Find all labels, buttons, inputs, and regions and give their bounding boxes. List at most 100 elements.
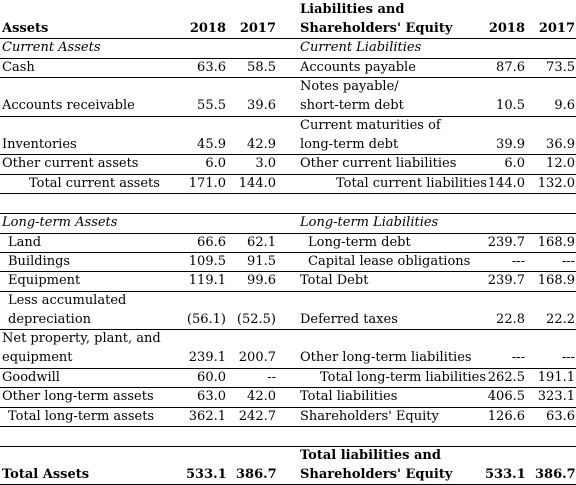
rule [0, 252, 576, 253]
rule [0, 77, 576, 78]
total-current-assets-2017: 144.0 [238, 176, 276, 191]
net-ppe-label-line2: equipment [2, 350, 73, 365]
inventories-2017: 42.9 [247, 137, 276, 152]
depreciation-2018: (56.1) [186, 312, 226, 327]
rule [0, 233, 576, 234]
total-current-liabilities-2017: 132.0 [537, 176, 575, 191]
total-long-term-liabilities-2018: 262.5 [487, 370, 525, 385]
total-long-term-liabilities-label: Total long-term liabilities [320, 370, 487, 385]
buildings-2018: 109.5 [188, 254, 226, 269]
equipment-2017: 99.6 [247, 273, 276, 288]
depreciation-label: depreciation [8, 312, 92, 327]
buildings-2017: 91.5 [247, 254, 276, 269]
other-current-assets-2018: 6.0 [205, 156, 226, 171]
capital-lease-2017: --- [561, 254, 575, 269]
current-liabilities-section-label: Current Liabilities [300, 40, 422, 55]
total-long-term-liabilities-2017: 191.1 [537, 370, 575, 385]
total-current-assets-2018: 171.0 [188, 176, 226, 191]
other-current-assets-label: Other current assets [2, 156, 139, 171]
accounts-payable-2017: 73.5 [546, 60, 575, 75]
assets-2018-header: 2018 [189, 21, 226, 36]
total-current-assets-label: Total current assets [29, 176, 160, 191]
total-liabilities-2017: 323.1 [537, 389, 575, 404]
equipment-label: Equipment [8, 273, 81, 288]
capital-lease-2018: --- [511, 254, 525, 269]
notes-payable-2018: 10.5 [496, 98, 525, 113]
notes-payable-label-line1: Notes payable/ [300, 79, 399, 94]
total-debt-2018: 239.7 [487, 273, 525, 288]
depreciation-2017: (52.5) [236, 312, 276, 327]
other-current-liabilities-2018: 6.0 [504, 156, 525, 171]
shareholders-equity-2017: 63.6 [546, 409, 575, 424]
rule [0, 368, 576, 369]
net-ppe-2017: 200.7 [238, 350, 276, 365]
capital-lease-label: Capital lease obligations [308, 254, 471, 269]
long-term-debt-2018: 239.7 [487, 235, 525, 250]
current-maturities-label-line2: long-term debt [300, 137, 399, 152]
total-long-term-assets-2017: 242.7 [238, 409, 276, 424]
total-assets-label: Total Assets [2, 467, 90, 482]
accounts-payable-label: Accounts payable [300, 60, 416, 75]
less-accumulated-label: Less accumulated [8, 293, 127, 308]
cash-2018: 63.6 [197, 60, 226, 75]
total-liabilities-equity-2017: 386.7 [535, 467, 576, 482]
total-liabilities-2018: 406.5 [487, 389, 525, 404]
deferred-taxes-2018: 22.8 [496, 312, 525, 327]
liabilities-header-line2: Shareholders' Equity [300, 21, 453, 36]
rule [0, 116, 576, 117]
total-current-liabilities-2018: 144.0 [487, 176, 525, 191]
accounts-receivable-2017: 39.6 [247, 98, 276, 113]
inventories-2018: 45.9 [197, 137, 226, 152]
deferred-taxes-2017: 22.2 [546, 312, 575, 327]
rule [0, 426, 576, 427]
long-term-debt-label: Long-term debt [308, 235, 411, 250]
other-current-assets-2017: 3.0 [255, 156, 276, 171]
other-long-term-assets-2018: 63.0 [197, 389, 226, 404]
total-debt-2017: 168.9 [537, 273, 575, 288]
buildings-label: Buildings [8, 254, 71, 269]
other-current-liabilities-2017: 12.0 [546, 156, 575, 171]
total-long-term-assets-2018: 362.1 [188, 409, 226, 424]
rule [0, 329, 576, 330]
total-liabilities-label: Total liabilities [300, 389, 398, 404]
rule-totals [0, 446, 576, 447]
assets-2017-header: 2017 [239, 21, 276, 36]
rule-header [0, 38, 576, 39]
cash-2017: 58.5 [247, 60, 276, 75]
rule [0, 291, 576, 292]
goodwill-2018: 60.0 [197, 370, 226, 385]
accounts-receivable-2018: 55.5 [197, 98, 226, 113]
accounts-payable-2018: 87.6 [496, 60, 525, 75]
other-long-term-liabilities-label: Other long-term liabilities [300, 350, 472, 365]
long-term-assets-section-label: Long-term Assets [2, 215, 118, 230]
total-assets-2017: 386.7 [236, 467, 277, 482]
cash-label: Cash [2, 60, 35, 75]
liabilities-2017-header: 2017 [538, 21, 575, 36]
current-assets-section-label: Current Assets [2, 40, 101, 55]
deferred-taxes-label: Deferred taxes [300, 312, 398, 327]
assets-header: Assets [2, 21, 49, 36]
long-term-liabilities-section-label: Long-term Liabilities [300, 215, 439, 230]
other-current-liabilities-label: Other current liabilities [300, 156, 457, 171]
other-long-term-liabilities-2017: --- [561, 350, 575, 365]
accounts-receivable-label: Accounts receivable [2, 98, 135, 113]
total-liabilities-equity-2018: 533.1 [485, 467, 526, 482]
total-debt-label: Total Debt [300, 273, 369, 288]
rule [0, 271, 576, 272]
rule [0, 174, 576, 175]
liabilities-2018-header: 2018 [488, 21, 525, 36]
goodwill-label: Goodwill [2, 370, 60, 385]
total-liabilities-equity-label-line1: Total liabilities and [300, 448, 441, 463]
liabilities-header-line1: Liabilities and [300, 2, 405, 17]
current-maturities-2017: 36.9 [546, 137, 575, 152]
rule [0, 58, 576, 59]
goodwill-2017: -- [267, 370, 276, 385]
shareholders-equity-label: Shareholders' Equity [300, 409, 439, 424]
total-liabilities-equity-label-line2: Shareholders' Equity [300, 467, 453, 482]
total-long-term-assets-label: Total long-term assets [8, 409, 155, 424]
net-ppe-2018: 239.1 [188, 350, 226, 365]
long-term-debt-2017: 168.9 [537, 235, 575, 250]
net-ppe-label-line1: Net property, plant, and [2, 331, 161, 346]
rule-section [0, 213, 576, 214]
